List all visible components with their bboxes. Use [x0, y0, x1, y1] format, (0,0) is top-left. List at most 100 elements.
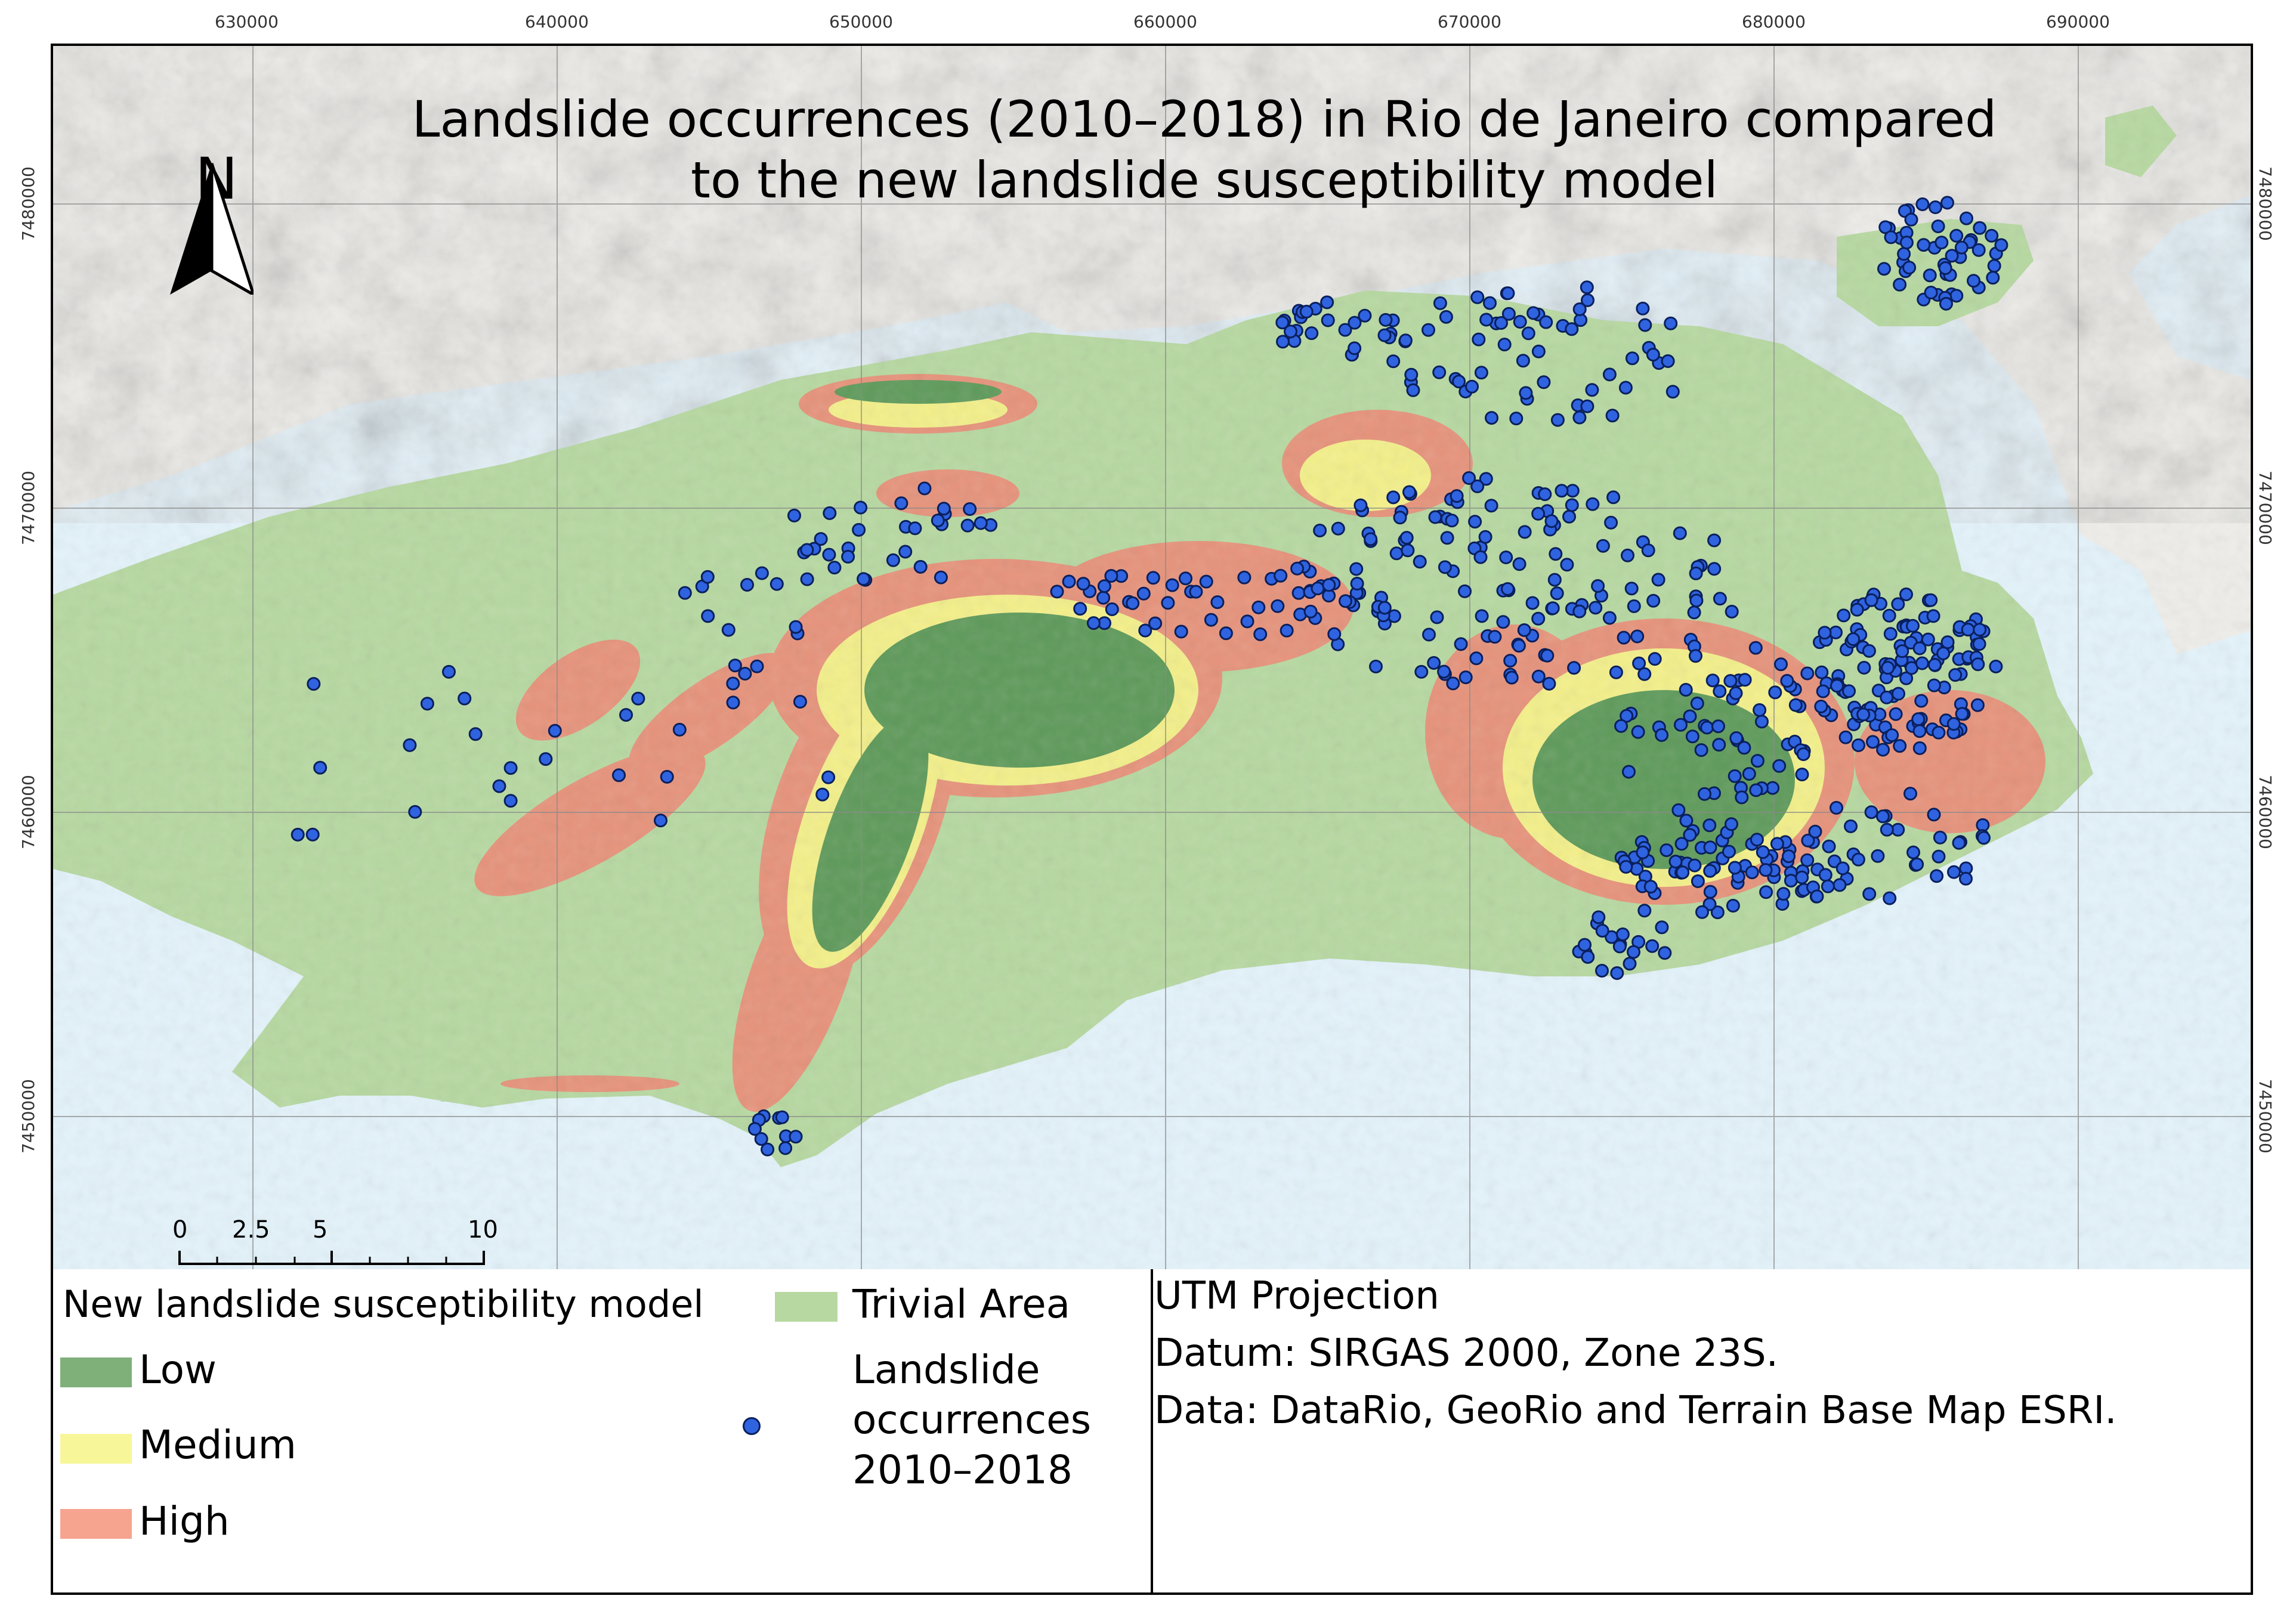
landslide-point: [1862, 887, 1877, 901]
landslide-point: [894, 496, 908, 511]
landslide-point: [1665, 385, 1680, 399]
landslide-point: [1713, 592, 1727, 606]
landslide-point: [1406, 383, 1420, 397]
landslide-point: [1625, 351, 1639, 366]
landslide-point: [1478, 530, 1492, 544]
landslide-point: [1994, 238, 2008, 252]
landslide-point: [1959, 871, 1973, 886]
landslide-point: [1485, 411, 1498, 425]
landslide-point: [1560, 558, 1574, 572]
landslide-point: [1627, 599, 1641, 613]
landslide-point: [1096, 590, 1111, 605]
landslide-point: [1690, 696, 1704, 710]
landslide-point: [1484, 499, 1498, 513]
landslide-point: [931, 514, 945, 528]
landslide-point: [1413, 555, 1427, 569]
landslide-point: [403, 738, 417, 752]
landslide-point: [1452, 375, 1466, 389]
landslide-point: [1565, 322, 1579, 336]
landslide-point: [1473, 550, 1488, 564]
landslide-point: [1927, 678, 1941, 692]
landslide-point: [1627, 945, 1640, 959]
landslide-point: [1818, 626, 1832, 640]
landslide-point: [1759, 863, 1773, 877]
landslide-point: [1915, 656, 1929, 670]
landslide-point: [1578, 938, 1592, 952]
landslide-point: [1967, 274, 1980, 288]
landslide-point: [1750, 833, 1764, 847]
landslide-point: [1501, 307, 1516, 321]
landslide-point: [1862, 644, 1876, 658]
landslide-point: [1842, 684, 1856, 698]
landslide-point: [1689, 649, 1702, 663]
landslide-point: [1892, 687, 1905, 701]
landslide-point: [827, 561, 842, 575]
landslide-point: [1618, 381, 1633, 395]
landslide-point: [787, 508, 801, 522]
easting-label: 690000: [2046, 12, 2110, 32]
landslide-point: [1496, 615, 1510, 629]
landslide-point: [420, 697, 434, 711]
landslide-point: [1086, 616, 1101, 630]
landslide-point: [1912, 641, 1927, 655]
landslide-point: [1562, 509, 1576, 524]
landslide-point: [1689, 566, 1703, 580]
landslide-point: [458, 691, 472, 706]
landslide-point: [678, 586, 692, 600]
landslide-point: [1904, 212, 1918, 227]
landslide-point: [1422, 627, 1436, 642]
landslide-point: [1327, 627, 1342, 641]
landslide-point: [775, 1110, 789, 1124]
landslide-point: [1796, 747, 1810, 761]
landslide-point: [1703, 840, 1717, 855]
legend-label-trivial: Trivial Area: [852, 1281, 1071, 1327]
landslide-point: [1284, 324, 1297, 339]
legend-label-high: High: [139, 1498, 230, 1544]
landslide-point: [1738, 673, 1752, 687]
landslide-point: [1612, 939, 1627, 954]
landslide-point: [1354, 498, 1368, 512]
landslide-point: [1850, 602, 1864, 617]
landslide-point: [1458, 670, 1473, 685]
landslide-point: [1864, 593, 1878, 607]
scale-tick-label: 2.5: [232, 1216, 270, 1244]
map-canvas[interactable]: [53, 46, 2251, 1272]
info-datum: Datum: SIRGAS 2000, Zone 23S.: [1154, 1331, 1778, 1375]
landslide-point: [1622, 765, 1636, 779]
landslide-point: [857, 572, 871, 586]
landslide-point: [1986, 271, 2000, 285]
landslide-point: [1737, 741, 1751, 755]
landslide-point: [1199, 574, 1213, 589]
landslide-point: [1800, 666, 1815, 681]
landslide-point: [898, 545, 913, 559]
landslide-point: [1679, 683, 1693, 697]
landslide-point: [612, 768, 626, 783]
landslide-point: [291, 827, 305, 842]
landslide-point: [761, 1142, 775, 1156]
landslide-point: [1939, 296, 1953, 311]
landslide-point: [841, 549, 855, 564]
landslide-point: [1800, 853, 1815, 867]
landslide-point: [1876, 743, 1890, 757]
landslide-point: [1875, 809, 1890, 824]
landslide-point: [1531, 669, 1546, 684]
landslide-point: [1835, 861, 1850, 876]
landslide-point: [1350, 577, 1364, 590]
landslide-point: [1479, 472, 1493, 486]
landslide-point: [1960, 211, 1973, 225]
landslide-point: [1641, 543, 1655, 558]
landslide-point: [1253, 627, 1268, 641]
landslide-point: [789, 620, 803, 634]
map-frame[interactable]: Landslide occurrences (2010–2018) in Rio…: [51, 44, 2253, 1274]
landslide-point: [1271, 599, 1285, 613]
landslide-point: [1339, 594, 1352, 608]
north-arrow-icon: [170, 163, 254, 295]
landslide-point: [1695, 905, 1709, 919]
landslide-point: [1604, 515, 1618, 530]
landslide-point: [1521, 326, 1535, 341]
landslide-point: [1503, 654, 1518, 668]
landslide-point: [1646, 593, 1661, 608]
scale-bar: 0 2.5 5 10: [172, 1216, 498, 1270]
landslide-point: [1810, 889, 1824, 904]
landslide-point: [1303, 604, 1318, 619]
